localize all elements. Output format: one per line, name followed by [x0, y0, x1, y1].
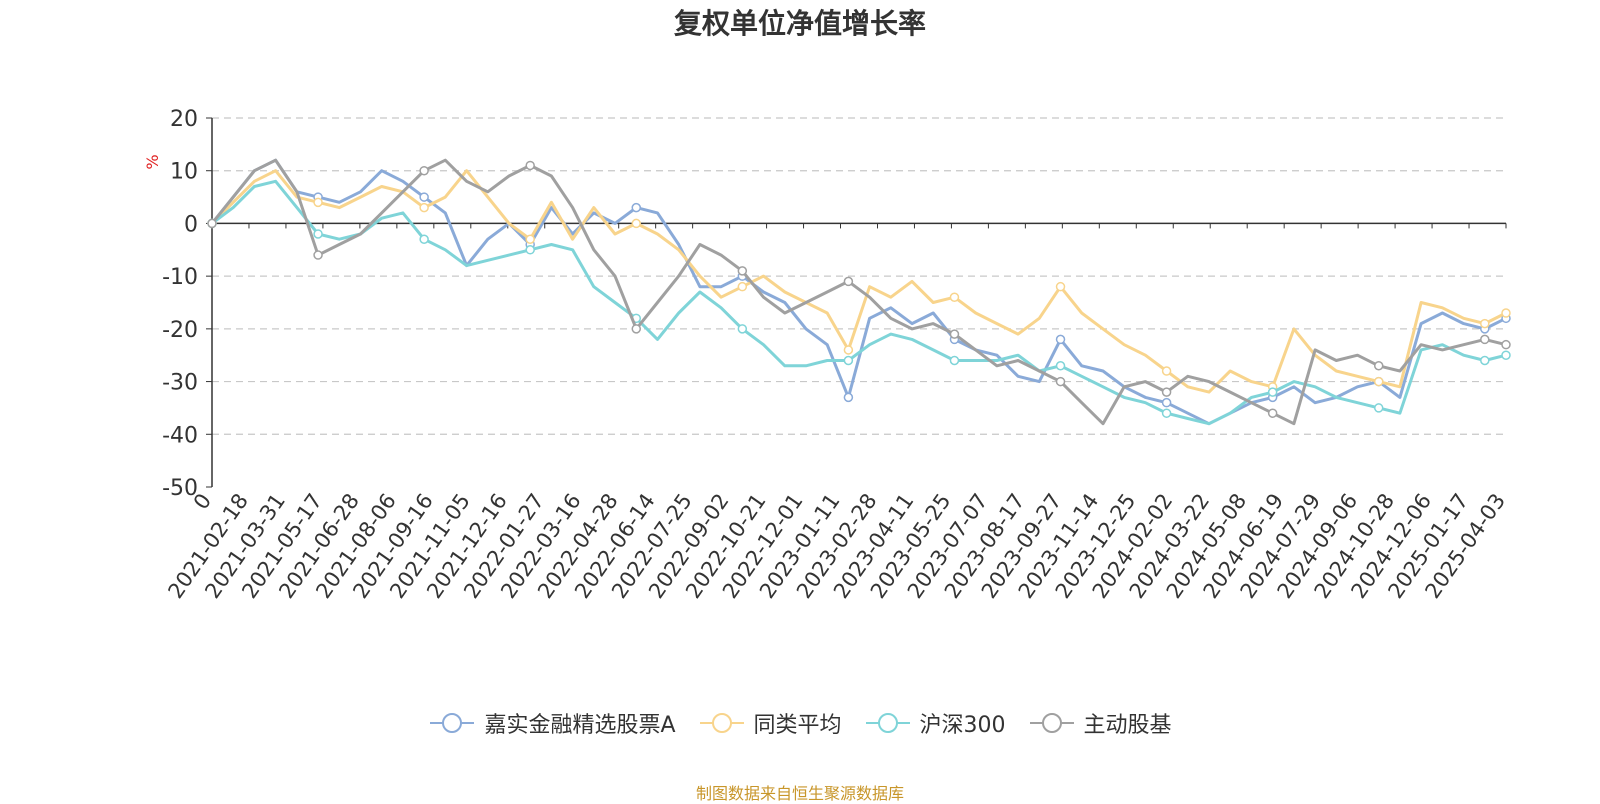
data-point	[1501, 308, 1511, 318]
data-point	[1373, 376, 1384, 387]
data-point	[313, 197, 323, 208]
series-layer	[207, 158, 1511, 426]
data-point	[1055, 281, 1066, 292]
legend-label: 沪深300	[919, 713, 1006, 738]
data-point	[949, 329, 960, 339]
series-line	[210, 158, 1507, 426]
data-point	[313, 229, 323, 239]
data-point	[1161, 397, 1172, 408]
data-point	[419, 234, 429, 244]
data-point	[843, 276, 854, 287]
data-point	[949, 355, 960, 366]
data-point	[1161, 387, 1172, 397]
data-point	[419, 202, 429, 213]
data-point	[1501, 339, 1511, 350]
data-point	[949, 292, 960, 302]
legend-marker-icon	[430, 713, 475, 733]
data-point	[1055, 361, 1066, 371]
legend-item-active-equity[interactable]: 主动股基	[1028, 707, 1172, 739]
y-tick-label: 0	[184, 212, 198, 237]
data-point	[313, 250, 323, 260]
data-point	[1267, 387, 1278, 397]
axis-layer	[206, 117, 1507, 488]
legend-marker-icon	[1029, 713, 1074, 733]
data-point	[525, 234, 535, 244]
data-point	[1267, 408, 1278, 418]
data-point	[1373, 403, 1384, 413]
legend-label: 主动股基	[1083, 713, 1172, 738]
legend: 嘉实金融精选股票A 同类平均 沪深300 主动股基	[0, 707, 1600, 739]
y-tick-label: 20	[170, 107, 198, 132]
y-tick-label: -40	[162, 423, 198, 448]
data-point	[737, 281, 748, 292]
label-layer: 20100-10-20-30-40-5002021-02-182021-03-3…	[162, 107, 1510, 603]
y-tick-label: -50	[162, 476, 198, 501]
data-point	[631, 324, 642, 334]
y-tick-label: -10	[162, 265, 198, 290]
data-point	[525, 160, 535, 171]
data-point	[631, 202, 642, 213]
data-point	[1501, 350, 1511, 360]
legend-label: 同类平均	[753, 713, 842, 738]
y-axis-unit-label: %	[143, 154, 162, 169]
data-point	[525, 245, 535, 255]
legend-marker-icon	[699, 713, 744, 733]
source-note: 制图数据来自恒生聚源数据库	[695, 784, 904, 803]
data-point	[419, 165, 429, 176]
data-point	[1480, 355, 1490, 366]
chart-title: 复权单位净值增长率	[673, 7, 926, 40]
series-line	[211, 179, 1507, 426]
data-point	[419, 192, 429, 202]
data-point	[1480, 334, 1490, 345]
legend-item-peer-average[interactable]: 同类平均	[698, 707, 842, 739]
legend-item-csi300[interactable]: 沪深300	[864, 707, 1006, 739]
y-tick-label: -30	[162, 371, 198, 396]
data-point	[1161, 366, 1172, 376]
y-tick-label: 10	[170, 160, 198, 185]
data-point	[1055, 334, 1066, 345]
data-point	[843, 355, 854, 366]
data-point	[207, 218, 217, 229]
legend-label: 嘉实金融精选股票A	[484, 713, 676, 738]
legend-marker-icon	[865, 713, 910, 733]
data-point	[737, 266, 748, 276]
y-tick-label: -20	[162, 318, 198, 343]
data-point	[631, 218, 642, 229]
data-point	[843, 345, 854, 355]
data-point	[843, 392, 854, 403]
x-tick-label: 0	[189, 489, 216, 514]
data-point	[737, 324, 748, 334]
data-point	[1480, 318, 1490, 329]
data-point	[1161, 408, 1172, 418]
legend-item-fund[interactable]: 嘉实金融精选股票A	[428, 707, 676, 739]
data-point	[1373, 361, 1384, 371]
data-point	[1055, 376, 1066, 387]
series-line	[210, 158, 1507, 426]
